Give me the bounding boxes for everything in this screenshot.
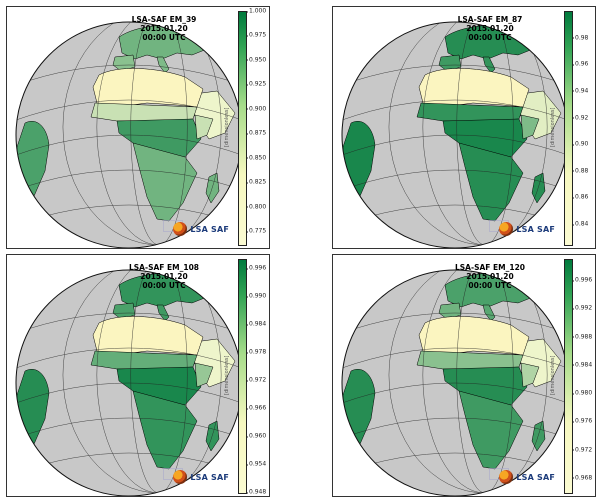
lsa-saf-logo-icon [173, 470, 188, 484]
map-date: 2015.01.20 [140, 272, 188, 281]
colorbar-tick-label: 0.968 [571, 474, 593, 482]
colorbar-unit-label: [dimensionless] [550, 107, 556, 147]
product-name: LSA-SAF EM_120 [454, 263, 526, 272]
colorbar-tick-label: 0.966 [245, 404, 267, 412]
colorbar-tick-label: 0.972 [245, 376, 267, 384]
colorbar [238, 11, 247, 246]
map-date: 2015.01.20 [140, 24, 188, 33]
colorbar-tick-label: 0.954 [245, 460, 267, 468]
colorbar-tick-label: 0.975 [245, 31, 267, 39]
colorbar-tick-label: 0.976 [571, 417, 593, 425]
map-title: LSA-SAF EM_87 2015.01.20 00:00 UTC [435, 15, 545, 42]
colorbar-ticks: 0.996 0.992 0.988 0.984 0.980 0.976 0.972 0.968 [571, 255, 595, 496]
product-name: LSA-SAF EM_108 [128, 263, 200, 272]
logo-text: LSA SAF [190, 224, 229, 234]
colorbar-tick-label: 0.875 [245, 129, 267, 137]
colorbar-unit-label: [dimensionless] [550, 355, 556, 395]
colorbar-tick-label: 0.800 [245, 203, 267, 211]
map-time: 00:00 UTC [468, 281, 512, 290]
land-horn [520, 114, 540, 140]
colorbar-tick-label: 0.84 [571, 220, 589, 228]
colorbar-tick-label: 0.984 [571, 361, 593, 369]
colorbar-tick-label: 0.960 [245, 432, 267, 440]
globe-map [341, 269, 569, 496]
colorbar-tick-label: 0.948 [245, 488, 267, 496]
colorbar-tick-label: 0.98 [571, 34, 589, 42]
colorbar-tick-label: 0.88 [571, 167, 589, 175]
colorbar-ticks: 1.000 0.975 0.950 0.925 0.900 0.875 0.850 0.825… [245, 7, 269, 248]
map-panel-2: LSA-SAF EM_87 2015.01.20 00:00 UTC [dime… [332, 6, 596, 249]
product-name: LSA-SAF EM_87 [457, 15, 523, 24]
map-title: LSA-SAF EM_120 2015.01.20 00:00 UTC [435, 263, 545, 290]
colorbar-tick-label: 0.992 [571, 304, 593, 312]
lsa-saf-logo: LSA SAF [173, 222, 229, 236]
lsa-saf-logo: LSA SAF [499, 470, 555, 484]
colorbar-tick-label: 0.925 [245, 80, 267, 88]
colorbar-tick-label: 0.990 [245, 292, 267, 300]
colorbar-tick-label: 0.94 [571, 87, 589, 95]
map-time: 00:00 UTC [468, 33, 512, 42]
land-horn [194, 114, 214, 140]
globe-map [15, 269, 243, 496]
map-date: 2015.01.20 [466, 24, 514, 33]
colorbar-tick-label: 0.90 [571, 140, 589, 148]
land-italy [482, 56, 496, 74]
colorbar-tick-label: 0.825 [245, 178, 267, 186]
map-title: LSA-SAF EM_108 2015.01.20 00:00 UTC [109, 263, 219, 290]
colorbar-tick-label: 0.984 [245, 320, 267, 328]
colorbar-tick-label: 0.850 [245, 154, 267, 162]
colorbar [564, 11, 573, 246]
land-italy [482, 304, 496, 322]
colorbar-tick-label: 0.900 [245, 105, 267, 113]
colorbar-ticks: 0.98 0.96 0.94 0.92 0.90 0.88 0.86 0.84 [571, 7, 595, 248]
map-time: 00:00 UTC [142, 33, 186, 42]
colorbar-ticks: 0.996 0.990 0.984 0.978 0.972 0.966 0.960 0.954… [245, 255, 269, 496]
map-time: 00:00 UTC [142, 281, 186, 290]
colorbar-tick-label: 0.978 [245, 348, 267, 356]
land-italy [156, 304, 170, 322]
globe-map [341, 21, 569, 248]
lsa-saf-logo-icon [499, 222, 514, 236]
colorbar [564, 259, 573, 494]
colorbar-tick-label: 1.000 [245, 7, 267, 15]
logo-text: LSA SAF [516, 224, 555, 234]
colorbar-tick-label: 0.950 [245, 56, 267, 64]
land-italy [156, 56, 170, 74]
colorbar-tick-label: 0.92 [571, 114, 589, 121]
colorbar-tick-label: 0.996 [245, 264, 267, 272]
map-panel-3: LSA-SAF EM_108 2015.01.20 00:00 UTC [dim… [6, 254, 270, 497]
colorbar-tick-label: 0.86 [571, 193, 589, 201]
colorbar-tick-label: 0.996 [571, 276, 593, 284]
lsa-saf-logo: LSA SAF [173, 470, 229, 484]
logo-text: LSA SAF [190, 472, 229, 482]
land-horn [520, 362, 540, 388]
colorbar-tick-label: 0.775 [245, 227, 267, 235]
colorbar-tick-label: 0.988 [571, 333, 593, 341]
logo-text: LSA SAF [516, 472, 555, 482]
colorbar-unit-label: [dimensionless] [224, 107, 230, 147]
lsa-saf-logo: LSA SAF [499, 222, 555, 236]
map-panel-4: LSA-SAF EM_120 2015.01.20 00:00 UTC [dim… [332, 254, 596, 497]
product-name: LSA-SAF EM_39 [131, 15, 197, 24]
colorbar-tick-label: 0.96 [571, 60, 589, 68]
colorbar-unit-label: [dimensionless] [224, 355, 230, 395]
map-date: 2015.01.20 [466, 272, 514, 281]
globe-map [15, 21, 243, 248]
colorbar [238, 259, 247, 494]
map-title: LSA-SAF EM_39 2015.01.20 00:00 UTC [109, 15, 219, 42]
lsa-saf-logo-icon [173, 222, 188, 236]
land-horn [194, 362, 214, 388]
colorbar-tick-label: 0.980 [571, 389, 593, 397]
lsa-saf-logo-icon [499, 470, 514, 484]
colorbar-tick-label: 0.972 [571, 446, 593, 454]
map-panel-1: LSA-SAF EM_39 2015.01.20 00:00 UTC [dime… [6, 6, 270, 249]
